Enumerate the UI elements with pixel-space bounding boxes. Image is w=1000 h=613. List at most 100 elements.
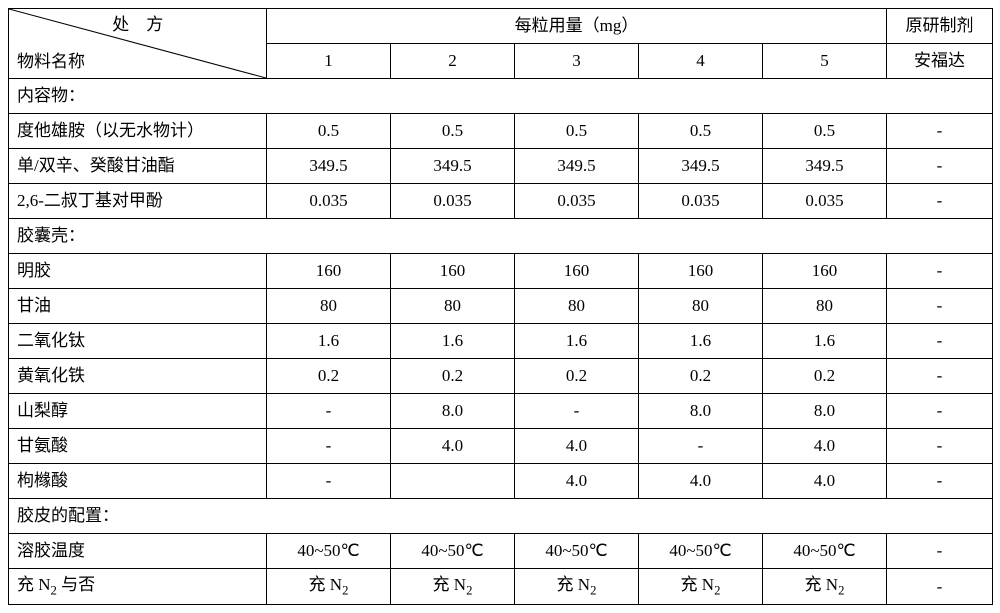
row-name: 二氧化钛 — [9, 324, 267, 359]
cell: 0.5 — [639, 114, 763, 149]
cell: 0.035 — [763, 184, 887, 219]
cell: 80 — [763, 289, 887, 324]
cell: 4.0 — [515, 429, 639, 464]
cell: 160 — [267, 254, 391, 289]
col-3: 3 — [515, 44, 639, 79]
cell: - — [887, 359, 993, 394]
cell: 40~50℃ — [763, 534, 887, 569]
cell: 0.035 — [267, 184, 391, 219]
section-gel-config: 胶皮的配置： — [9, 499, 993, 534]
header-material-label: 物料名称 — [17, 50, 85, 74]
cell: 0.5 — [515, 114, 639, 149]
table-row: 黄氧化铁 0.2 0.2 0.2 0.2 0.2 - — [9, 359, 993, 394]
cell: 80 — [267, 289, 391, 324]
cell: 80 — [515, 289, 639, 324]
cell: 160 — [763, 254, 887, 289]
section-shell: 胶囊壳： — [9, 219, 993, 254]
cell: 40~50℃ — [267, 534, 391, 569]
cell: 0.035 — [391, 184, 515, 219]
cell: - — [887, 184, 993, 219]
row-name: 度他雄胺（以无水物计） — [9, 114, 267, 149]
cell: 160 — [515, 254, 639, 289]
row-name: 溶胶温度 — [9, 534, 267, 569]
row-name: 山梨醇 — [9, 394, 267, 429]
row-name: 甘氨酸 — [9, 429, 267, 464]
cell: - — [267, 394, 391, 429]
cell: - — [639, 429, 763, 464]
row-name: 2,6-二叔丁基对甲酚 — [9, 184, 267, 219]
section-contents: 内容物： — [9, 79, 993, 114]
cell: 1.6 — [763, 324, 887, 359]
cell: 0.5 — [267, 114, 391, 149]
table-row: 溶胶温度 40~50℃ 40~50℃ 40~50℃ 40~50℃ 40~50℃ … — [9, 534, 993, 569]
cell: 0.5 — [391, 114, 515, 149]
row-name: 枸橼酸 — [9, 464, 267, 499]
cell: - — [267, 429, 391, 464]
header-row-1: 处 方 物料名称 每粒用量（mg） 原研制剂 — [9, 9, 993, 44]
cell: - — [887, 429, 993, 464]
col-1: 1 — [267, 44, 391, 79]
cell: 160 — [391, 254, 515, 289]
cell: 8.0 — [763, 394, 887, 429]
cell: 1.6 — [639, 324, 763, 359]
row-name: 明胶 — [9, 254, 267, 289]
cell: - — [887, 289, 993, 324]
cell: 40~50℃ — [515, 534, 639, 569]
cell: - — [887, 394, 993, 429]
cell: 8.0 — [639, 394, 763, 429]
table-row: 山梨醇 - 8.0 - 8.0 8.0 - — [9, 394, 993, 429]
table-row: 甘氨酸 - 4.0 4.0 - 4.0 - — [9, 429, 993, 464]
cell: 8.0 — [391, 394, 515, 429]
cell: 40~50℃ — [639, 534, 763, 569]
cell: 0.2 — [639, 359, 763, 394]
header-diagonal-cell: 处 方 物料名称 — [9, 9, 267, 79]
cell: - — [267, 464, 391, 499]
cell: - — [887, 534, 993, 569]
table-row: 枸橼酸 - 4.0 4.0 4.0 - — [9, 464, 993, 499]
row-name: 黄氧化铁 — [9, 359, 267, 394]
col-4: 4 — [639, 44, 763, 79]
row-name: 单/双辛、癸酸甘油酯 — [9, 149, 267, 184]
cell: 4.0 — [763, 429, 887, 464]
cell: - — [887, 324, 993, 359]
section-contents-label: 内容物： — [9, 79, 993, 114]
cell: 4.0 — [391, 429, 515, 464]
cell: 0.035 — [515, 184, 639, 219]
formulation-table: 处 方 物料名称 每粒用量（mg） 原研制剂 1 2 3 4 5 安福达 内容物… — [8, 8, 993, 605]
cell — [391, 464, 515, 499]
cell: 4.0 — [763, 464, 887, 499]
header-ref-top: 原研制剂 — [887, 9, 993, 44]
row-name: 甘油 — [9, 289, 267, 324]
cell: 349.5 — [639, 149, 763, 184]
cell: 80 — [639, 289, 763, 324]
table-row: 2,6-二叔丁基对甲酚 0.035 0.035 0.035 0.035 0.03… — [9, 184, 993, 219]
cell: 349.5 — [763, 149, 887, 184]
cell: - — [887, 114, 993, 149]
cell: 0.2 — [267, 359, 391, 394]
table-row: 二氧化钛 1.6 1.6 1.6 1.6 1.6 - — [9, 324, 993, 359]
cell: 1.6 — [391, 324, 515, 359]
section-gel-config-label: 胶皮的配置： — [9, 499, 993, 534]
table-row: 明胶 160 160 160 160 160 - — [9, 254, 993, 289]
table-row: 度他雄胺（以无水物计） 0.5 0.5 0.5 0.5 0.5 - — [9, 114, 993, 149]
section-shell-label: 胶囊壳： — [9, 219, 993, 254]
cell: - — [887, 149, 993, 184]
cell: - — [515, 394, 639, 429]
cell: 0.2 — [763, 359, 887, 394]
cell: 0.035 — [639, 184, 763, 219]
cell: 1.6 — [515, 324, 639, 359]
cell: 349.5 — [391, 149, 515, 184]
header-ref-bottom: 安福达 — [887, 44, 993, 79]
cell: 4.0 — [639, 464, 763, 499]
table-row: 单/双辛、癸酸甘油酯 349.5 349.5 349.5 349.5 349.5… — [9, 149, 993, 184]
table-row: 甘油 80 80 80 80 80 - — [9, 289, 993, 324]
cell: 80 — [391, 289, 515, 324]
cell: - — [887, 254, 993, 289]
cell: 160 — [639, 254, 763, 289]
cell: 349.5 — [267, 149, 391, 184]
cell: - — [887, 464, 993, 499]
col-2: 2 — [391, 44, 515, 79]
header-dose-group: 每粒用量（mg） — [267, 9, 887, 44]
cell: 0.2 — [515, 359, 639, 394]
cell: 0.2 — [391, 359, 515, 394]
